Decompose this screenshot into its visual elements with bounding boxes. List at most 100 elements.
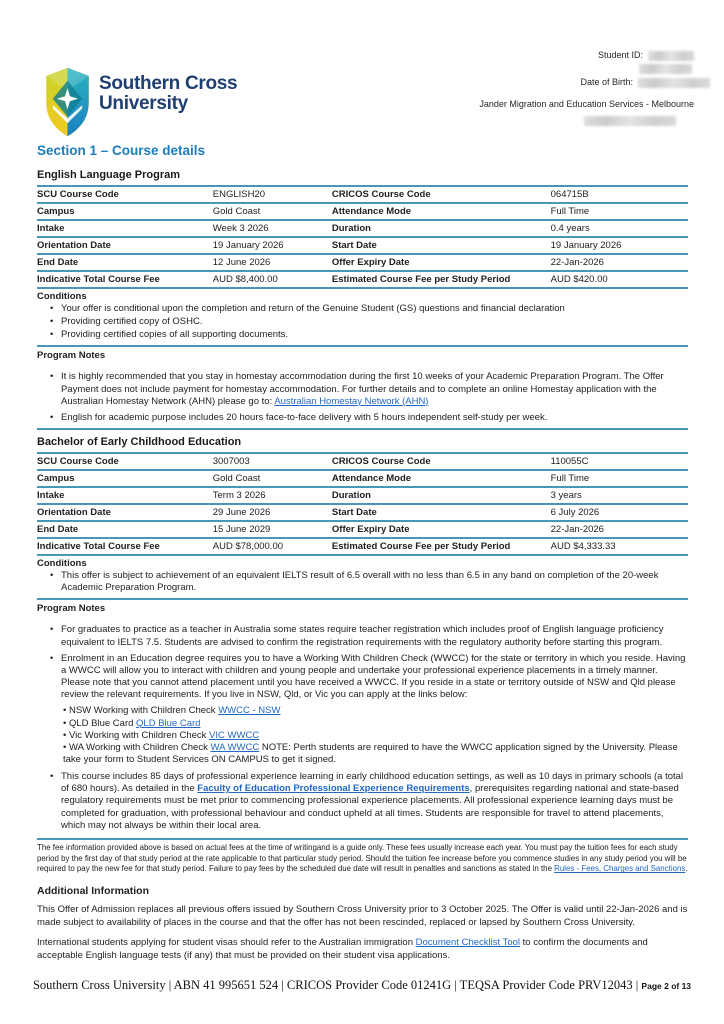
faculty-education-experience-requirements-link[interactable]: Faculty of Education Professional Experi…: [197, 783, 470, 795]
table-label: Start Date: [331, 507, 377, 519]
table-label: Duration: [331, 223, 371, 234]
table-value: 12 June 2026: [212, 257, 271, 268]
table-row: Intake Term 3 2026 Duration 3 years: [37, 486, 688, 503]
sub-bullet-item: QLD Blue Card QLD Blue Card: [63, 718, 688, 730]
scu-shield-icon: [43, 66, 92, 143]
table-label: Intake: [37, 490, 65, 502]
table-value: 6 July 2026: [550, 507, 600, 519]
table-row: SCU Course Code ENGLISH20 CRICOS Course Co…: [37, 185, 688, 202]
sub-bullet-item: NSW Working with Children Check WWCC - N…: [63, 705, 688, 717]
text-segment: For graduates to practice as a teacher i…: [61, 624, 664, 648]
table-label: Orientation Date: [37, 240, 111, 251]
text-segment: Your offer is conditional upon the compl…: [61, 303, 565, 314]
table-label: Estimated Course Fee per Study Period: [331, 541, 511, 553]
dob-row: Date of Birth:: [479, 77, 710, 88]
table-value: 3 years: [550, 490, 582, 502]
table-label: Campus: [37, 206, 75, 217]
dob-redacted-value: [638, 77, 710, 88]
course1-program-notes-heading: Program Notes: [37, 350, 106, 362]
additional-paragraph: This Offer of Admission replaces all pre…: [37, 904, 688, 929]
scu-logo: Southern Cross University: [43, 66, 238, 143]
table-label: Campus: [37, 473, 75, 485]
table-row: Indicative Total Course Fee AUD $78,000.0…: [37, 537, 688, 554]
main-content: Section 1 – Course details English Langu…: [37, 143, 688, 971]
condition-item: Your offer is conditional upon the compl…: [37, 303, 688, 315]
logo-line-1: Southern Cross: [99, 73, 238, 94]
table-value: AUD $8,400.00: [212, 274, 278, 285]
table-value: 19 January 2026: [550, 240, 622, 251]
condition-item: Providing certified copy of OSHC.: [37, 316, 688, 328]
table-row: Indicative Total Course Fee AUD $8,400.00…: [37, 270, 688, 287]
table-label: Intake: [37, 223, 65, 234]
text-segment: NOTE: Perth students are required to hav…: [63, 741, 678, 765]
text-segment: Enrolment in an Education degree require…: [61, 652, 686, 701]
table-label: Orientation Date: [37, 507, 111, 519]
text-segment: Providing certified copies of all suppor…: [61, 329, 289, 341]
table-label: Duration: [331, 490, 371, 502]
wa-wwcc-link[interactable]: WA WWCC: [210, 741, 260, 753]
table-label: Attendance Mode: [331, 206, 412, 217]
table-value: 19 January 2026: [212, 240, 284, 251]
student-id-label: Student ID:: [597, 50, 643, 60]
course2-conditions-heading: Conditions: [37, 558, 87, 570]
table-value: Term 3 2026: [212, 490, 266, 502]
logo-line-2: University: [99, 92, 188, 114]
header-meta: Student ID: Date of Birth: Jander Migrat…: [479, 50, 710, 129]
text-segment: QLD Blue Card: [68, 717, 137, 729]
table-value: 110055C: [550, 456, 589, 468]
table-value: 22-Jan-2026: [550, 524, 604, 536]
table-label: CRICOS Course Code: [331, 456, 431, 468]
student-id-redacted-value-2: [639, 64, 692, 75]
table-label: Estimated Course Fee per Study Period: [331, 274, 511, 285]
additional-information-heading: Additional Information: [37, 885, 149, 898]
table-row: SCU Course Code 3007003 CRICOS Course Code…: [37, 452, 688, 469]
document-checklist-tool-link[interactable]: Document Checklist Tool: [415, 937, 521, 949]
table-value: Gold Coast: [212, 473, 261, 485]
table-value: Full Time: [550, 206, 590, 217]
table-row: Orientation Date 19 January 2026 Start Dat…: [37, 236, 688, 253]
table-value: 064715B: [550, 189, 589, 200]
text-segment: It is highly recommended that you stay i…: [61, 371, 664, 407]
agency-name: Jander Migration and Education Services …: [479, 98, 694, 109]
table-label: Attendance Mode: [331, 473, 412, 485]
condition-item: This offer is subject to achievement of …: [37, 570, 688, 594]
additional-paragraph: International students applying for stud…: [37, 937, 688, 962]
page-number: Page 2 of 13: [641, 981, 692, 991]
table-label: Offer Expiry Date: [331, 524, 410, 536]
course2-program-notes-heading: Program Notes: [37, 603, 106, 615]
table-value: 0.4 years: [550, 223, 590, 234]
table-row: Orientation Date 29 June 2026 Start Date 6 …: [37, 503, 688, 520]
text-segment: .: [685, 864, 688, 874]
vic-wwcc-link[interactable]: VIC WWCC: [209, 729, 260, 741]
dob-label: Date of Birth:: [580, 77, 633, 88]
text-segment: This course includes 85 days of professi…: [61, 771, 684, 795]
page-footer: Southern Cross University | ABN 41 99565…: [0, 978, 724, 993]
table-value: 22-Jan-2026: [550, 257, 604, 268]
table-label: Offer Expiry Date: [331, 257, 410, 268]
table-label: End Date: [37, 257, 79, 268]
footer-separator: |: [632, 978, 642, 992]
table-value: Week 3 2026: [212, 223, 269, 234]
program-note-item: English for academic purpose includes 20…: [37, 412, 688, 424]
text-segment: English for academic purpose includes 20…: [61, 411, 548, 423]
text-segment: This Offer of Admission replaces all pre…: [37, 904, 688, 928]
table-row: Campus Gold Coast Attendance Mode Full Time: [37, 469, 688, 486]
wwcc-links-list: NSW Working with Children Check WWCC - N…: [63, 705, 688, 766]
divider: [37, 428, 688, 431]
program-note-item: This course includes 85 days of professi…: [37, 771, 688, 832]
table-label: SCU Course Code: [37, 456, 119, 468]
table-label: SCU Course Code: [37, 189, 119, 200]
wwcc-nsw-link[interactable]: WWCC - NSW: [218, 705, 281, 717]
text-segment: NSW Working with Children Check: [68, 705, 219, 717]
rules-fees-charges-sanctions-link[interactable]: Rules - Fees, Charges and Sanctions: [554, 864, 686, 874]
table-row: End Date 15 June 2029 Offer Expiry Date 22-…: [37, 520, 688, 537]
course1-conditions-heading: Conditions: [37, 291, 87, 302]
footer-provider-info: Southern Cross University | ABN 41 99565…: [32, 978, 633, 992]
divider: [37, 598, 688, 601]
qld-blue-card-link[interactable]: QLD Blue Card: [136, 717, 201, 729]
course1-table: SCU Course Code ENGLISH20 CRICOS Course Co…: [37, 185, 688, 289]
table-row: Intake Week 3 2026 Duration 0.4 years: [37, 219, 688, 236]
australian-homestay-network-link[interactable]: Australian Homestay Network (AHN): [274, 395, 429, 407]
program-note-item: It is highly recommended that you stay i…: [37, 371, 688, 407]
table-row: Campus Gold Coast Attendance Mode Full Time: [37, 202, 688, 219]
